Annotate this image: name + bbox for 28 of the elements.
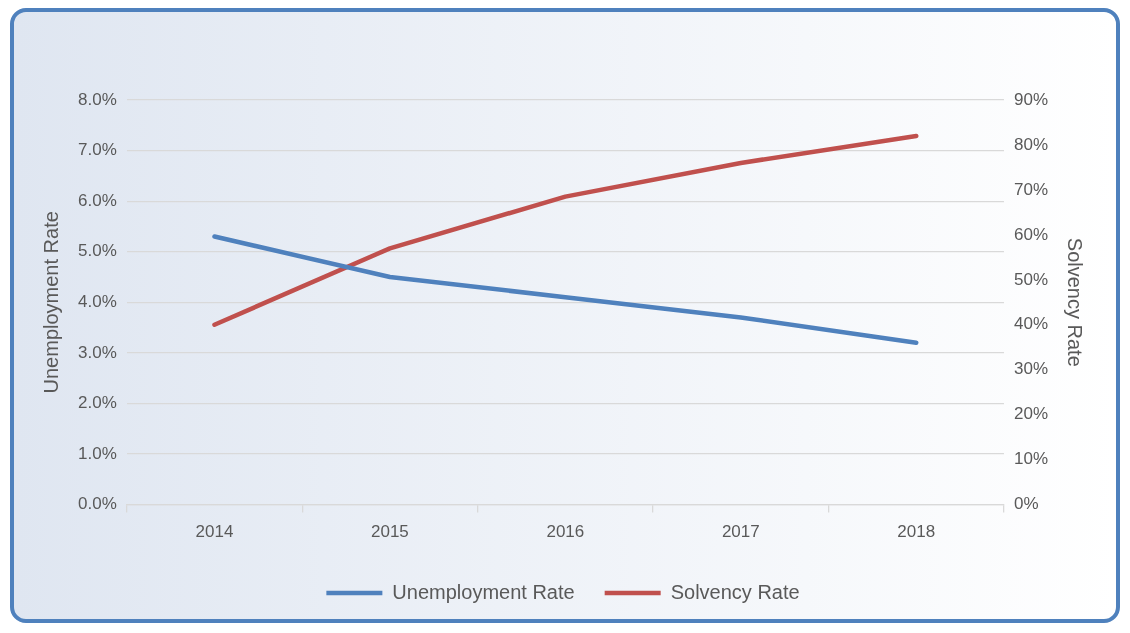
y2-tick-label: 70% <box>1013 179 1049 199</box>
y2-axis-title: Solvency Rate <box>1064 237 1087 367</box>
y-tick-label: 0.0% <box>78 494 117 514</box>
y-tick-label: 3.0% <box>78 342 117 362</box>
y-tick-label: 8.0% <box>78 89 117 109</box>
y2-tick-label: 10% <box>1013 449 1049 469</box>
y2-tick-label: 80% <box>1013 134 1049 154</box>
y2-tick-label: 50% <box>1013 269 1049 289</box>
y2-tick-label: 30% <box>1013 359 1049 379</box>
legend-label: Solvency Rate <box>670 580 800 603</box>
y2-tick-label: 0% <box>1013 494 1039 514</box>
y2-tick-label: 60% <box>1013 224 1049 244</box>
y-axis-title: Unemployment Rate <box>39 211 62 394</box>
x-tick-label: 2017 <box>721 522 760 542</box>
y2-tick-label: 40% <box>1013 314 1049 334</box>
legend-label: Unemployment Rate <box>392 580 575 603</box>
y-tick-label: 5.0% <box>78 241 117 261</box>
y-tick-label: 1.0% <box>78 443 117 463</box>
y2-tick-label: 90% <box>1013 89 1049 109</box>
y-tick-label: 2.0% <box>78 393 117 413</box>
x-tick-label: 2018 <box>897 522 936 542</box>
y-tick-label: 6.0% <box>78 190 117 210</box>
y-tick-label: 4.0% <box>78 291 117 311</box>
x-tick-label: 2016 <box>546 522 585 542</box>
x-tick-label: 2014 <box>195 522 234 542</box>
y-tick-label: 7.0% <box>78 140 117 160</box>
x-tick-label: 2015 <box>371 522 409 542</box>
y2-tick-label: 20% <box>1013 404 1049 424</box>
